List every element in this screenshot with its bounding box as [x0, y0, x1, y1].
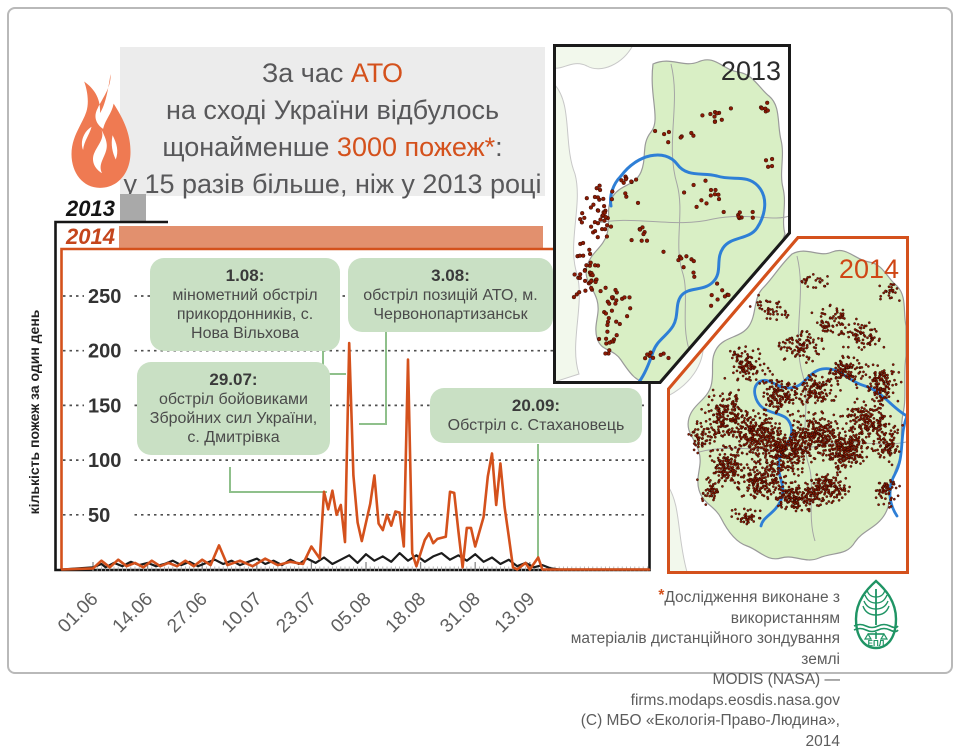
- annotation-29-07: 29.07: обстріл бойовиками Збройних сил У…: [137, 362, 330, 455]
- source-line: матеріалів дистанційного зондування земл…: [570, 630, 840, 668]
- annotation-date: 29.07:: [209, 370, 258, 389]
- annotation-text: обстріл бойовиками Збройних сил України,…: [149, 391, 318, 446]
- annotation-date: 20.09:: [511, 396, 561, 415]
- annotation-text: Обстріл с. Стахановець: [447, 417, 625, 434]
- title-line: у 15 разів більше, ніж у 2013 році: [123, 169, 542, 199]
- title-line: на сході України відбулось: [165, 95, 500, 125]
- epl-logo-text: ЕПЛ: [868, 639, 885, 648]
- flame-icon: [71, 74, 131, 188]
- annotation-date: 3.08:: [431, 266, 470, 285]
- title-line: щонайменше 3000 пожеж*:: [162, 132, 503, 162]
- source-line: *Дослідження виконане з використанням: [658, 587, 840, 627]
- bar-label-2013: 2013: [66, 196, 115, 221]
- svg-text:2013: 2013: [721, 56, 781, 86]
- title-line: За час АТО: [261, 58, 404, 88]
- annotation-text: обстріл позицій АТО, м. Червонопартизанс…: [363, 287, 538, 323]
- asterisk: *: [658, 587, 665, 604]
- epl-logo: ЕПЛ: [853, 579, 899, 650]
- source-note: *Дослідження виконане з використанням ма…: [556, 586, 840, 752]
- svg-text:2014: 2014: [839, 254, 899, 284]
- fires-map-2014: 2014: [667, 236, 909, 574]
- annotation-3-08: 3.08: обстріл позицій АТО, м. Червонопар…: [348, 258, 553, 332]
- bar-2014: [119, 226, 543, 248]
- annotation-20-09: 20.09: Обстріл с. Стахановець: [430, 388, 642, 443]
- annotation-1-08: 1.08: мінометний обстріл прикордонників,…: [150, 258, 340, 351]
- bar-2013: [120, 194, 146, 222]
- source-line: MODIS (NASA) — firms.modaps.eosdis.nasa.…: [630, 671, 840, 709]
- annotation-date: 1.08:: [225, 266, 265, 285]
- y-axis-title: кількість пожеж за один день: [26, 309, 42, 515]
- source-line: (С) МБО «Екологія-Право-Людина», 2014: [580, 712, 840, 750]
- annotation-text: мінометний обстріл прикордонників, с. Но…: [172, 287, 318, 342]
- page-title: За час АТО на сході України відбулось щона…: [120, 47, 545, 199]
- bar-label-2014: 2014: [66, 224, 115, 249]
